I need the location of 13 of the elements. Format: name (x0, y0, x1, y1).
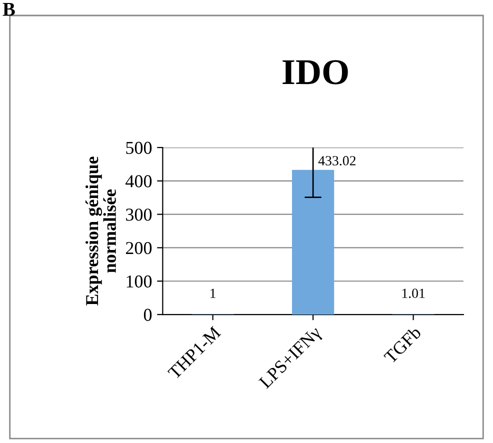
y-axis-title: Expression génique normalisée (85, 156, 116, 306)
chart-title: IDO (282, 60, 348, 84)
bar (292, 170, 334, 315)
data-label: 433.02 (318, 156, 356, 166)
text: B (2, 2, 15, 16)
y-tick-label: 200 (126, 242, 152, 254)
y-tick-label: 100 (126, 275, 152, 288)
data-label: 1 (210, 288, 216, 298)
data-label: 1.01 (402, 288, 425, 298)
y-tick-label: 500 (126, 142, 152, 154)
y-tick-label: 0 (144, 308, 152, 321)
y-tick-label: 300 (126, 208, 152, 221)
y-tick-label: 400 (126, 175, 152, 188)
